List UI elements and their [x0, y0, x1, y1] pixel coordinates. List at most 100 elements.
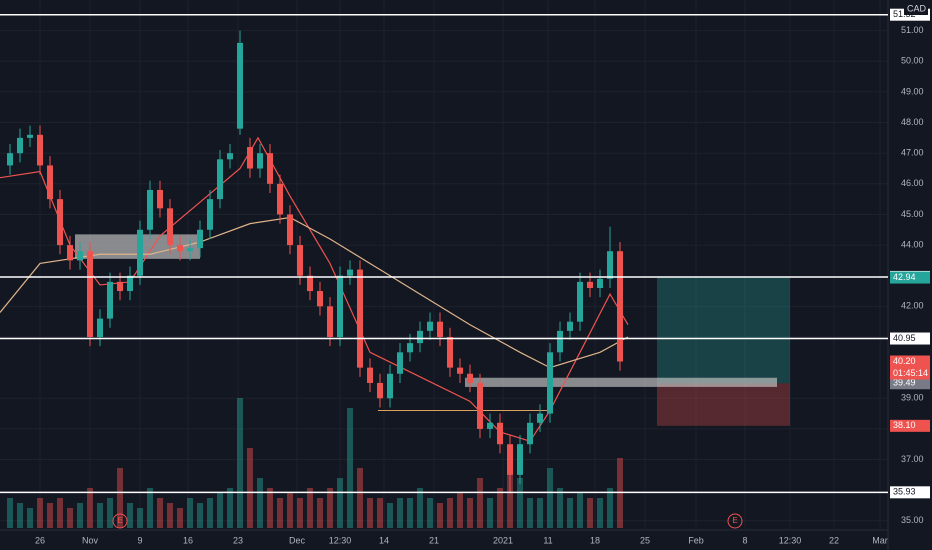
countdown-bg: [890, 367, 930, 380]
volume-bar: [607, 488, 613, 528]
volume-bar: [427, 498, 433, 528]
volume-bar: [297, 498, 303, 528]
volume-bar: [7, 498, 13, 528]
candle-body: [377, 382, 383, 399]
volume-bar: [587, 498, 593, 528]
candle-body: [547, 352, 553, 414]
volume-bar: [237, 398, 243, 528]
countdown: 01:45:14: [893, 368, 928, 378]
candle-body: [367, 367, 373, 383]
candle-body: [77, 251, 83, 261]
earnings-label: E: [117, 516, 122, 525]
candle-body: [177, 245, 183, 252]
price-label-bg: [890, 377, 930, 390]
price-label: 38.10: [893, 420, 916, 430]
candle-body: [187, 248, 193, 252]
volume-bar: [477, 478, 483, 528]
x-tick-label: 22: [829, 535, 839, 545]
candle-body: [477, 382, 483, 429]
candle-body: [357, 269, 363, 368]
x-tick-label: 11: [543, 535, 552, 545]
candle-body: [557, 330, 563, 353]
volume-bar: [177, 508, 183, 528]
price-label-bg: [890, 271, 930, 284]
candle-body: [157, 189, 163, 209]
volume-bar: [247, 448, 253, 528]
volume-bar: [147, 488, 153, 528]
level-label-bg: [890, 332, 930, 345]
currency-bg: [904, 2, 928, 15]
volume-bar: [567, 498, 573, 528]
x-tick-label: 18: [590, 535, 600, 545]
candle-body: [37, 134, 43, 166]
x-tick-label: 23: [233, 535, 243, 545]
volume-bar: [87, 488, 93, 528]
volume-bar: [487, 498, 493, 528]
candle-body: [347, 269, 353, 276]
x-tick-label: Mar: [872, 535, 888, 545]
volume-bar: [457, 493, 463, 528]
candle-body: [217, 159, 223, 200]
candle-body: [567, 321, 573, 331]
candle-body: [7, 153, 13, 166]
x-tick-label: 8: [742, 535, 747, 545]
volume-bar: [547, 468, 553, 528]
volume-bar: [257, 478, 263, 528]
price-label: 40.20: [893, 356, 916, 366]
stop-zone: [657, 383, 790, 426]
volume-bar: [527, 498, 533, 528]
y-tick-label: 49.00: [901, 86, 924, 96]
candle-body: [587, 281, 593, 288]
y-tick-label: 37.00: [901, 454, 924, 464]
earnings-marker: [112, 513, 128, 529]
y-tick-label: 44.00: [901, 239, 924, 249]
volume-bar: [267, 488, 273, 528]
candle-body: [427, 321, 433, 331]
volume-bar: [337, 478, 343, 528]
volume-bar: [97, 503, 103, 528]
volume-bar: [377, 498, 383, 528]
candle-body: [227, 153, 233, 160]
level-label-bg: [890, 486, 930, 499]
x-tick-label: 16: [183, 535, 193, 545]
zone: [465, 377, 777, 387]
volume-bar: [417, 488, 423, 528]
candle-body: [387, 373, 393, 399]
price-label-bg: [890, 355, 930, 368]
volume-bar: [207, 498, 213, 528]
candle-body: [147, 189, 153, 230]
volume-bar: [397, 498, 403, 528]
volume-bar: [157, 498, 163, 528]
candle-body: [487, 422, 493, 429]
candle-body: [407, 343, 413, 353]
volume-bar: [387, 503, 393, 528]
x-tick-label: 21: [429, 535, 439, 545]
candle-body: [267, 153, 273, 184]
volume-bar: [37, 498, 43, 528]
volume-bar: [217, 493, 223, 528]
candle-body: [207, 199, 213, 230]
x-tick-label: Nov: [82, 535, 99, 545]
volume-bar: [57, 498, 63, 528]
x-tick-label: 2021: [493, 535, 513, 545]
candle-body: [577, 281, 583, 322]
x-tick-label: Dec: [289, 535, 306, 545]
volume-bar: [327, 488, 333, 528]
y-tick-label: 46.00: [901, 178, 924, 188]
volume-bar: [517, 478, 523, 528]
volume-bar: [47, 503, 53, 528]
y-tick-label: 50.00: [901, 56, 924, 66]
y-tick-label: 45.00: [901, 209, 924, 219]
candle-body: [57, 199, 63, 246]
candle-body: [27, 134, 33, 138]
volume-bar: [167, 503, 173, 528]
candle-body: [247, 147, 253, 169]
candle-body: [277, 183, 283, 215]
candle-body: [437, 321, 443, 337]
volume-bar: [127, 503, 133, 528]
volume-bar: [277, 498, 283, 528]
candle-body: [107, 281, 113, 319]
candle-body: [607, 251, 613, 279]
y-tick-label: 42.00: [901, 301, 924, 311]
volume-bar: [507, 468, 513, 528]
